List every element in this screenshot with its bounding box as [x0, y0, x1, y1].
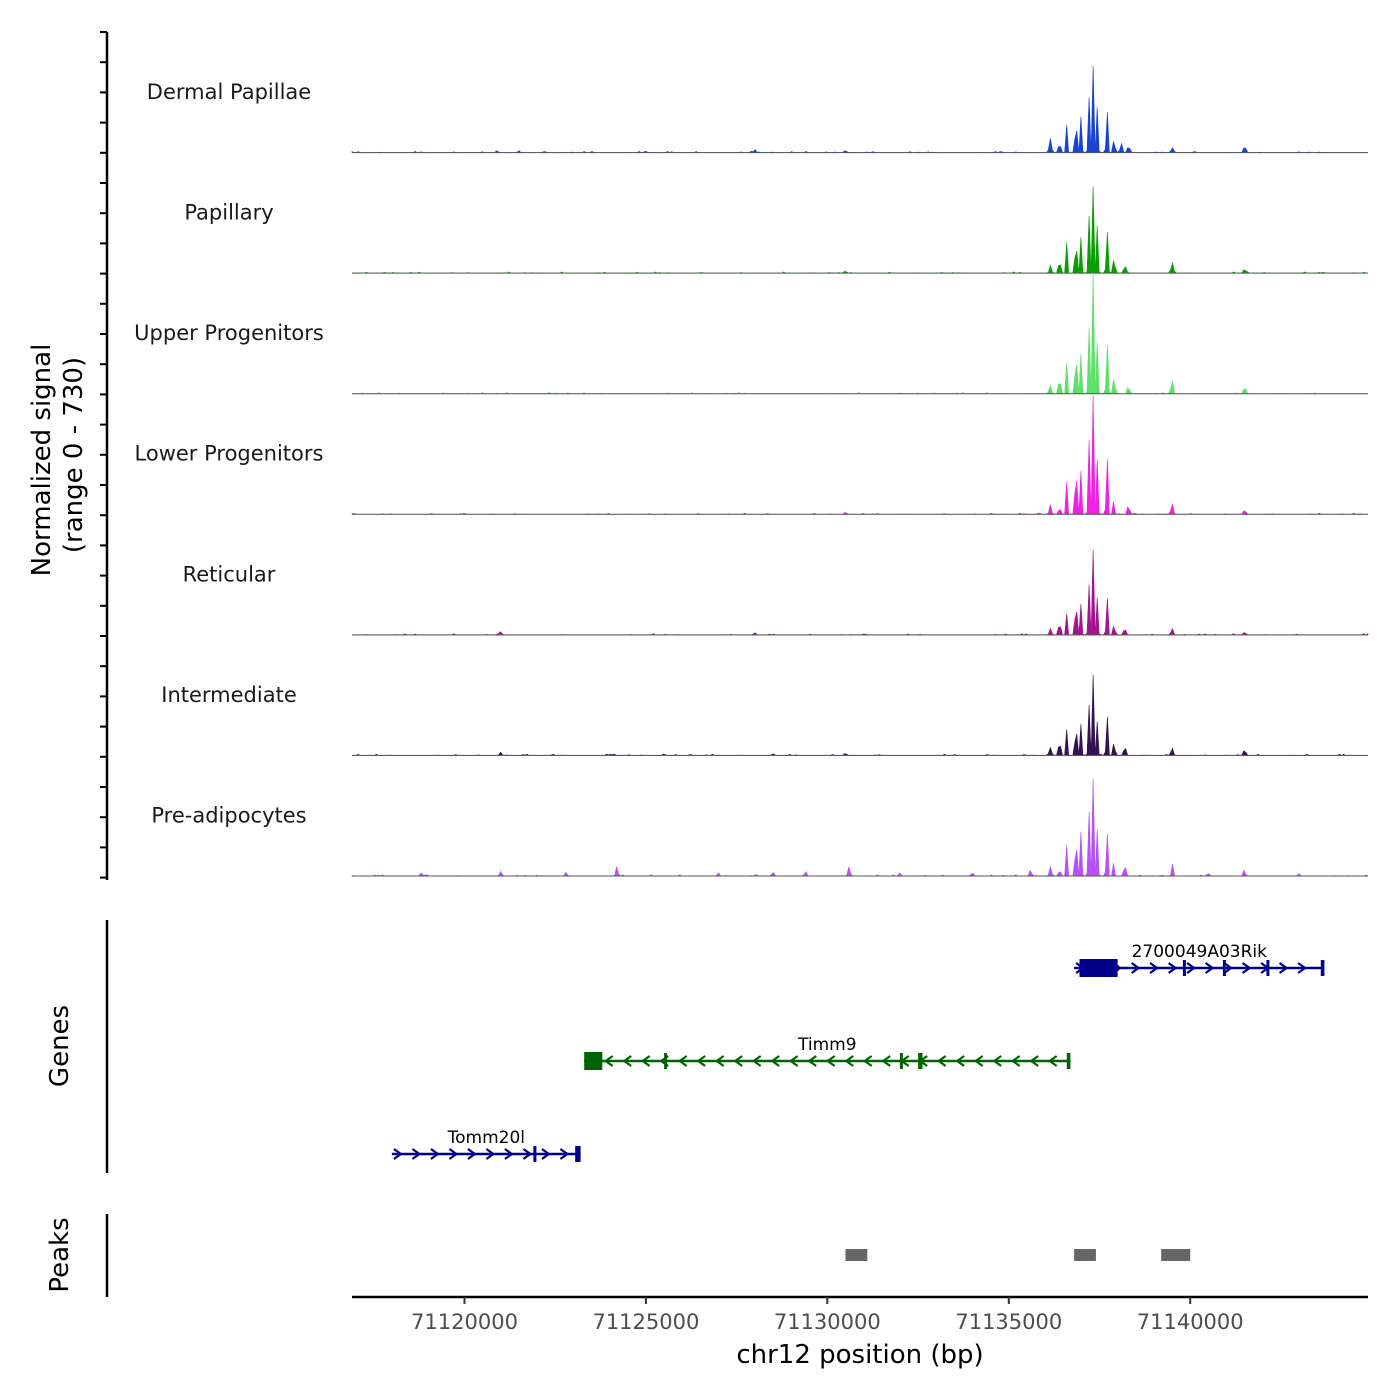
coverage-area — [352, 674, 1368, 756]
coverage-area — [352, 271, 1368, 395]
strand-arrow-icon — [1149, 962, 1159, 974]
strand-arrow-icon — [714, 1055, 725, 1067]
strand-arrow-icon — [881, 1055, 891, 1067]
coverage-area — [351, 395, 1368, 515]
coverage-track: Papillary — [184, 186, 1368, 274]
strand-arrow-icon — [1167, 962, 1178, 974]
strand-arrow-icon — [936, 1055, 947, 1067]
x-axis-title: chr12 position (bp) — [736, 1340, 983, 1370]
x-axis: 71120000 71125000 71130000 71135000 71140000 — [352, 1295, 1368, 1334]
strand-arrow-icon — [788, 1055, 799, 1067]
strand-arrow-icon — [1241, 962, 1252, 974]
strand-arrow-icon — [541, 1148, 551, 1160]
strand-arrow-icon — [559, 1148, 570, 1160]
strand-arrow-icon — [825, 1055, 836, 1067]
gene-name-label: Tomm20l — [447, 1128, 525, 1148]
strand-arrow-icon — [485, 1148, 496, 1160]
peaks-y-axis-title: Peaks — [45, 1217, 75, 1292]
coverage-tracks: Dermal Papillae Papillary Upper Progenitor… — [134, 65, 1369, 877]
track-label: Reticular — [183, 562, 276, 586]
strand-arrow-icon — [1047, 1055, 1058, 1067]
peak-region — [845, 1249, 868, 1261]
coverage-track: Lower Progenitors — [135, 395, 1368, 515]
gene-name-label: Timm9 — [797, 1035, 857, 1055]
strand-arrow-icon — [522, 1148, 533, 1160]
strand-arrow-icon — [504, 1148, 514, 1160]
strand-arrow-icon — [955, 1055, 965, 1067]
gene-exon — [899, 1053, 903, 1069]
gene-exon — [1182, 960, 1186, 976]
strand-arrow-icon — [603, 1055, 614, 1067]
coverage-track: Intermediate — [161, 674, 1368, 756]
coverage-area — [352, 549, 1369, 636]
strand-arrow-icon — [393, 1148, 403, 1160]
strand-arrow-icon — [1186, 962, 1196, 974]
strand-arrow-icon — [467, 1148, 477, 1160]
coverage-area — [351, 778, 1369, 877]
track-label: Papillary — [184, 201, 273, 225]
gene-model: 2700049A03Rik — [1074, 942, 1325, 977]
x-tick-label: 71125000 — [592, 1310, 699, 1334]
strand-arrow-icon — [1223, 962, 1233, 974]
strand-arrow-icon — [1010, 1055, 1021, 1067]
coverage-track: Reticular — [183, 549, 1369, 636]
coverage-track: Upper Progenitors — [134, 271, 1368, 395]
peak-region — [1074, 1249, 1096, 1261]
peaks-track — [105, 1214, 1191, 1297]
gene-exon — [918, 1053, 923, 1069]
strand-arrow-icon — [770, 1055, 780, 1067]
strand-arrow-icon — [1278, 962, 1289, 974]
strand-arrow-icon — [751, 1055, 762, 1067]
gene-model: Timm9 — [584, 1035, 1071, 1070]
strand-arrow-icon — [973, 1055, 984, 1067]
strand-arrow-icon — [411, 1148, 422, 1160]
genes-track: 2700049A03Rik Timm9 Tomm20l — [105, 920, 1325, 1173]
track-label: Intermediate — [161, 683, 297, 707]
gene-exon — [575, 1146, 581, 1162]
coverage-track: Dermal Papillae — [147, 65, 1368, 154]
strand-arrow-icon — [1029, 1055, 1039, 1067]
track-label: Upper Progenitors — [134, 321, 324, 345]
coverage-y-axis-title: Normalized signal — [27, 344, 57, 577]
gene-exon — [1320, 960, 1325, 976]
coverage-track: Pre-adipocytes — [151, 778, 1369, 877]
coverage-y-axis-range: (range 0 - 730) — [59, 357, 89, 553]
gene-exon — [533, 1146, 537, 1162]
x-tick-label: 71140000 — [1137, 1310, 1244, 1334]
track-label: Pre-adipocytes — [151, 803, 306, 827]
strand-arrow-icon — [640, 1055, 651, 1067]
gene-exon — [1079, 959, 1118, 977]
gene-exon — [584, 1052, 603, 1070]
strand-arrow-icon — [448, 1148, 459, 1160]
gene-name-label: 2700049A03Rik — [1132, 942, 1268, 962]
x-tick-label: 71130000 — [774, 1310, 881, 1334]
x-tick-label: 71135000 — [955, 1310, 1062, 1334]
strand-arrow-icon — [807, 1055, 817, 1067]
gene-exon — [1066, 1053, 1071, 1069]
strand-arrow-icon — [1130, 962, 1141, 974]
strand-arrow-icon — [696, 1055, 706, 1067]
coverage-area — [352, 186, 1368, 274]
strand-arrow-icon — [430, 1148, 440, 1160]
gene-exon — [664, 1053, 668, 1069]
coverage-y-axis — [100, 31, 109, 880]
x-tick-label: 71120000 — [411, 1310, 518, 1334]
strand-arrow-icon — [1204, 962, 1215, 974]
gene-exon — [1222, 960, 1226, 976]
strand-arrow-icon — [622, 1055, 632, 1067]
strand-arrow-icon — [677, 1055, 688, 1067]
strand-arrow-icon — [992, 1055, 1002, 1067]
gene-exon — [1266, 960, 1270, 976]
strand-arrow-icon — [733, 1055, 743, 1067]
strand-arrow-icon — [844, 1055, 854, 1067]
gene-model: Tomm20l — [391, 1128, 581, 1162]
track-label: Lower Progenitors — [135, 442, 324, 466]
track-label: Dermal Papillae — [147, 80, 311, 104]
peak-region — [1161, 1249, 1191, 1261]
coverage-area — [351, 65, 1368, 154]
strand-arrow-icon — [1297, 962, 1307, 974]
genes-y-axis-title: Genes — [45, 1005, 75, 1087]
strand-arrow-icon — [862, 1055, 873, 1067]
